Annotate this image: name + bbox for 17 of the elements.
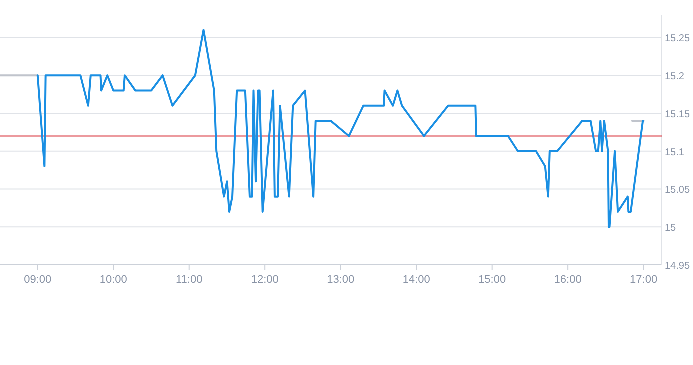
- y-tick-label: 15.05: [665, 185, 690, 196]
- x-tick-label: 13:00: [327, 274, 355, 286]
- y-tick-label: 15.1: [665, 147, 685, 158]
- x-tick-label: 15:00: [478, 274, 506, 286]
- y-tick-label: 15.25: [665, 34, 690, 45]
- x-tick-label: 09:00: [24, 274, 52, 286]
- x-tick-label: 14:00: [402, 274, 430, 286]
- x-tick-label: 16:00: [554, 274, 582, 286]
- y-tick-label: 15: [665, 223, 677, 234]
- y-tick-label: 15.2: [665, 72, 685, 83]
- x-tick-label: 11:00: [176, 274, 203, 286]
- x-tick-label: 10:00: [100, 274, 128, 286]
- y-tick-label: 15.15: [665, 109, 690, 120]
- line-series: [36, 29, 644, 228]
- x-tick-label: 12:00: [251, 274, 279, 286]
- y-tick-label: 14.95: [665, 261, 690, 272]
- x-tick-label: 17:00: [630, 274, 658, 286]
